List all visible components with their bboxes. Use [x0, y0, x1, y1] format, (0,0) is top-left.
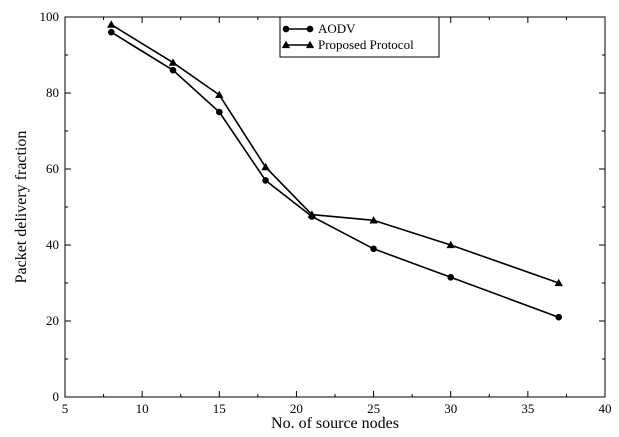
series-layer: [107, 20, 563, 321]
x-tick-label: 5: [62, 401, 69, 416]
data-point: [215, 90, 224, 99]
legend-label: AODV: [318, 21, 356, 36]
y-axis-title: Packet delivery fraction: [13, 131, 30, 284]
x-axis-title: No. of source nodes: [271, 415, 399, 432]
y-tick-label: 100: [40, 9, 60, 24]
y-tick-label: 60: [46, 161, 59, 176]
data-point: [554, 278, 563, 287]
x-tick-label: 35: [521, 401, 534, 416]
data-point: [107, 28, 115, 36]
data-point: [262, 177, 269, 184]
data-point: [555, 313, 563, 321]
data-point: [169, 66, 177, 74]
x-tick-label: 30: [444, 401, 457, 416]
y-tick-label: 20: [46, 313, 59, 328]
legend-marker: [305, 40, 315, 49]
series-line: [110, 23, 559, 284]
data-point: [369, 216, 378, 224]
data-point: [107, 20, 116, 28]
y-tick-label: 0: [53, 389, 60, 404]
x-tick-label: 25: [367, 401, 380, 416]
data-point: [307, 210, 317, 218]
x-tick-label: 10: [136, 401, 149, 416]
legend-marker: [281, 40, 291, 49]
data-point: [261, 162, 270, 171]
data-point: [215, 108, 223, 116]
x-tick-label: 20: [290, 401, 303, 416]
series-circle: [107, 28, 563, 321]
data-point: [168, 58, 178, 66]
series-line: [110, 31, 559, 318]
plot-frame: [64, 16, 606, 398]
data-point: [370, 245, 377, 253]
series-triangle: [107, 20, 563, 287]
x-tick-label: 15: [213, 401, 226, 416]
x-tick-label: 40: [599, 401, 612, 416]
y-tick-label: 40: [46, 237, 59, 252]
legend-label: Proposed Protocol: [318, 37, 414, 52]
legend-marker: [282, 25, 290, 33]
data-point: [447, 274, 455, 281]
legend-box: [279, 16, 440, 58]
legend-marker: [306, 25, 314, 33]
axes-layer: 5 10 15 20 25 30 35 40 0 20 40 60 80 100: [40, 9, 612, 416]
y-tick-label: 80: [46, 85, 59, 100]
data-point: [446, 240, 455, 249]
